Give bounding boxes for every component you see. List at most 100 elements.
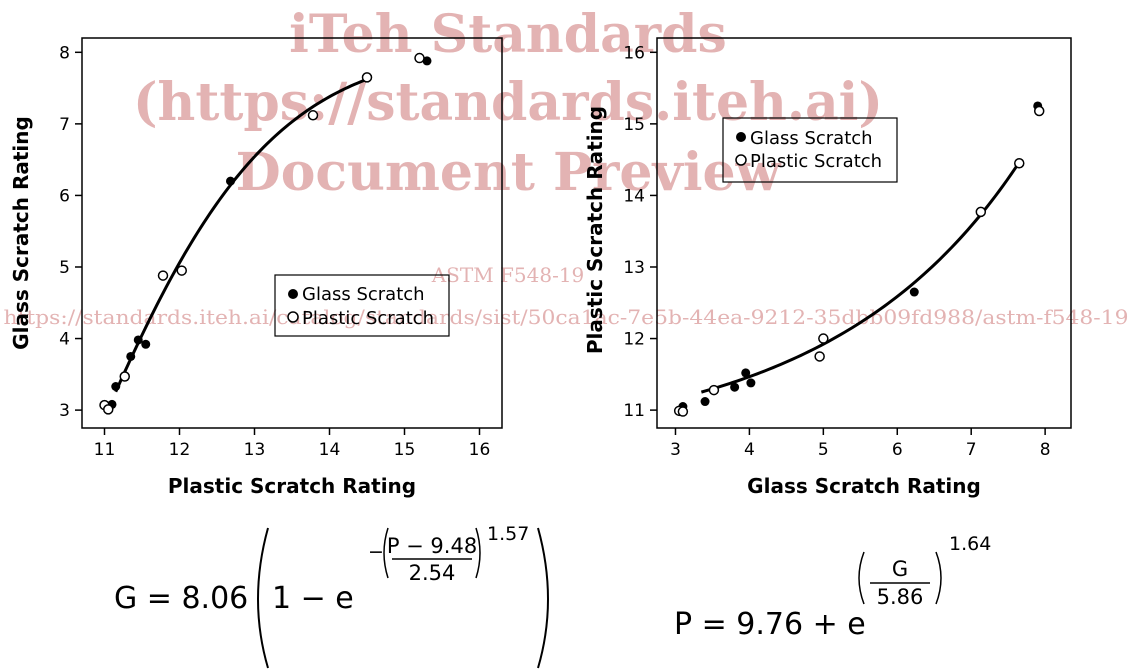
fit-curve xyxy=(700,161,1021,394)
x-tick-label: 16 xyxy=(469,440,491,460)
equation-right-inner-open-paren xyxy=(858,551,865,605)
equation-left-denominator: 2.54 xyxy=(409,561,456,585)
y-tick-label: 11 xyxy=(623,401,645,421)
x-axis-title: Glass Scratch Rating xyxy=(747,474,981,498)
y-axis-title: Glass Scratch Rating xyxy=(9,116,33,350)
equation-left-one-minus: 1 − e xyxy=(272,581,354,616)
y-tick-label: 13 xyxy=(623,258,645,278)
legend: Glass Scratch Plastic Scratch xyxy=(722,117,898,183)
equation-left-exponent: 1.57 xyxy=(487,523,529,545)
watermark-line-5: https://standards.iteh.ai/catalog/standa… xyxy=(4,305,1129,329)
legend-box xyxy=(274,274,450,337)
watermark: iTeh Standards (https://standards.iteh.a… xyxy=(4,4,1129,329)
glass-scratch-point xyxy=(909,287,919,297)
glass-scratch-point xyxy=(730,382,740,392)
data-points xyxy=(673,101,1045,417)
watermark-line-2: (https://standards.iteh.ai) xyxy=(133,72,883,133)
plastic-scratch-point xyxy=(157,270,169,281)
legend-marker-plastic xyxy=(287,311,299,323)
y-tick-label: 3 xyxy=(59,401,70,421)
glass-scratch-point xyxy=(126,351,136,361)
plot-frame xyxy=(656,37,1072,429)
y-tick-label: 4 xyxy=(59,330,70,350)
x-tick-label: 3 xyxy=(670,440,681,460)
equation-left-close-paren xyxy=(537,527,549,669)
legend-marker-glass xyxy=(288,289,298,299)
x-tick-label: 8 xyxy=(1040,440,1051,460)
x-tick-label: 11 xyxy=(94,440,116,460)
equation-right-denominator: 5.86 xyxy=(877,585,924,609)
plastic-scratch-point xyxy=(361,72,373,83)
y-tick-label: 6 xyxy=(59,186,70,206)
x-tick-label: 4 xyxy=(744,440,755,460)
y-tick-label: 14 xyxy=(623,186,645,206)
equation-left-open-paren xyxy=(257,527,269,669)
y-tick-label: 5 xyxy=(59,258,70,278)
plastic-scratch-point xyxy=(103,404,114,415)
plastic-scratch-point xyxy=(119,371,130,382)
legend-label-plastic: Plastic Scratch xyxy=(750,151,882,172)
watermark-line-1: iTeh Standards xyxy=(289,4,727,65)
plastic-scratch-point xyxy=(1014,157,1025,169)
glass-scratch-point xyxy=(700,397,710,407)
equation-left-neg: − xyxy=(368,541,384,563)
plastic-scratch-point xyxy=(414,52,425,64)
x-tick-label: 14 xyxy=(319,440,341,460)
plastic-scratch-point xyxy=(814,351,825,362)
glass-scratch-point xyxy=(741,368,751,378)
x-tick-label: 15 xyxy=(394,440,416,460)
tick-labels: 11 12 13 14 15 16 3 4 5 6 7 8 xyxy=(59,43,490,460)
glass-scratch-point xyxy=(133,335,143,345)
plastic-scratch-point xyxy=(307,110,319,121)
y-tick-label: 8 xyxy=(59,43,70,63)
y-tick-label: 15 xyxy=(623,115,645,135)
fit-curve xyxy=(114,77,368,393)
glass-scratch-point xyxy=(141,339,151,349)
equation-left: G = 8.06 1 − e − P − 9.48 2.54 1.57 xyxy=(114,523,549,669)
plastic-scratch-point xyxy=(818,333,829,344)
y-axis-title: Plastic Scratch Rating xyxy=(583,106,607,354)
equation-left-inner-close-paren xyxy=(475,527,481,579)
chart-left: 11 12 13 14 15 16 3 4 5 6 7 8 Plastic Scratch Ratin… xyxy=(9,37,503,498)
tick-marks xyxy=(650,51,1046,435)
x-tick-label: 6 xyxy=(892,440,903,460)
watermark-line-4: ASTM F548-19 xyxy=(431,263,585,287)
plastic-scratch-point xyxy=(708,384,720,396)
equation-right-inner-close-paren xyxy=(935,551,942,605)
x-tick-label: 7 xyxy=(966,440,977,460)
glass-scratch-point xyxy=(422,56,432,66)
legend-marker-plastic xyxy=(735,154,747,166)
legend-box xyxy=(722,117,898,183)
equation-right-lhs: P = 9.76 + e xyxy=(674,607,866,642)
equation-right: P = 9.76 + e G 5.86 1.64 xyxy=(674,533,991,642)
plot-frame xyxy=(81,37,503,429)
legend-label-plastic: Plastic Scratch xyxy=(302,308,434,329)
glass-scratch-point xyxy=(226,176,235,186)
x-axis-title: Plastic Scratch Rating xyxy=(168,474,416,498)
legend-label-glass: Glass Scratch xyxy=(302,284,425,305)
glass-scratch-point xyxy=(111,382,121,391)
legend: Glass Scratch Plastic Scratch xyxy=(274,274,450,337)
equation-right-numerator: G xyxy=(892,557,908,581)
equation-left-numerator: P − 9.48 xyxy=(387,534,477,558)
watermark-line-3: Document Preview xyxy=(236,142,782,203)
legend-marker-glass xyxy=(736,132,746,142)
y-tick-label: 7 xyxy=(59,115,70,135)
plastic-scratch-point xyxy=(1033,105,1045,117)
x-tick-label: 5 xyxy=(818,440,829,460)
y-tick-label: 16 xyxy=(623,43,645,63)
y-tick-label: 12 xyxy=(623,330,645,350)
legend-label-glass: Glass Scratch xyxy=(750,128,873,149)
x-tick-label: 12 xyxy=(169,440,191,460)
glass-scratch-point xyxy=(746,378,756,388)
plastic-scratch-point xyxy=(975,206,987,218)
plastic-scratch-point xyxy=(176,265,187,276)
data-points xyxy=(99,52,432,415)
tick-marks xyxy=(75,51,481,435)
plastic-scratch-point xyxy=(677,406,689,417)
tick-labels: 3 4 5 6 7 8 11 12 13 14 15 16 xyxy=(623,43,1050,460)
x-tick-label: 13 xyxy=(244,440,266,460)
equation-right-exponent: 1.64 xyxy=(949,533,991,555)
